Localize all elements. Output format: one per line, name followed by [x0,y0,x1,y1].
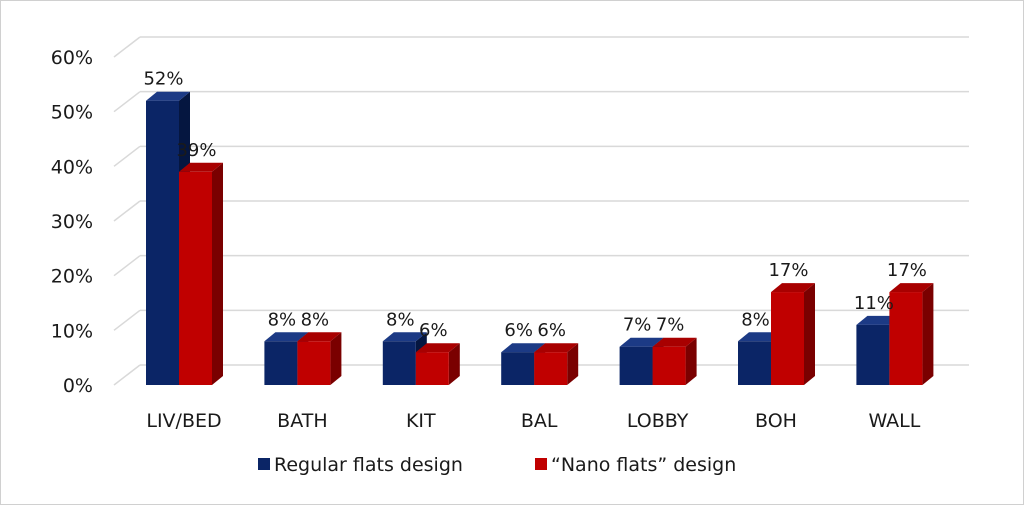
x-category-label: KIT [406,410,436,432]
gridline-depth [113,364,141,386]
gridline-depth [113,36,141,58]
data-labels: 52%39%8% 8% 8%6% 6% 6% 7% 7% 8%17%11%17% [143,69,926,341]
gridline-depth [113,200,141,222]
bar-side [685,337,697,385]
bar-front [889,292,923,385]
bar-front [264,341,298,385]
data-label: 11% [854,293,894,314]
bar-top [415,343,460,353]
bar-side [567,343,579,385]
bar-top [179,162,223,172]
bar-top [264,332,309,342]
legend: Regular flats design “Nano flats” design [258,454,736,476]
data-label: 8% [301,309,330,330]
bar [534,343,579,385]
legend-swatch [258,458,270,470]
data-label: 17% [768,260,808,281]
bar-front [856,324,890,385]
bar-front [619,346,653,385]
bar [415,343,460,385]
bar-front [771,292,804,385]
data-label: 8% [386,309,415,330]
data-label: 17% [887,260,927,281]
data-label: 8% [268,309,297,330]
x-category-label: WALL [868,410,920,432]
y-tick-label: 30% [51,211,93,233]
data-label: 7% [623,315,652,336]
bar [771,283,815,385]
gridline-depth [113,255,141,277]
bar-front [146,100,179,385]
gridline-depth [113,91,141,113]
bar-front [382,341,416,385]
bar-top [771,283,815,293]
bar-side [330,332,342,385]
bars [146,91,934,385]
bar-top [146,91,190,101]
bar-side [804,283,815,385]
y-tick-label: 40% [51,156,93,178]
bar [889,283,934,385]
bar-top [889,283,934,293]
legend-item: “Nano flats” design [535,454,736,476]
x-axis: LIV/BED BATH KIT BAL LOBBY BOH WALL [146,410,920,432]
bar-side [448,343,460,385]
y-tick-label: 60% [51,47,93,69]
data-label: 6% [419,320,448,341]
x-category-label: BATH [277,410,327,432]
bar-side [212,162,223,385]
bar-front [415,352,449,385]
bar [652,337,697,385]
legend-label: “Nano flats” design [551,454,736,476]
bar-front [297,341,331,385]
y-tick-label: 50% [51,102,93,124]
bar-front [534,352,568,385]
gridline-depth [113,145,141,167]
y-tick-label: 20% [51,266,93,288]
bar-front [738,341,771,385]
data-label: 6% [504,320,533,341]
y-tick-label: 10% [51,320,93,342]
bar-side [922,283,934,385]
x-category-label: BOH [755,410,797,432]
data-label: 8% [741,309,770,330]
bar-front [179,171,212,385]
legend-item: Regular flats design [258,454,463,476]
gridline-depth [113,309,141,331]
legend-swatch [535,458,547,470]
bar [179,162,223,385]
legend-label: Regular flats design [274,454,463,476]
bar [297,332,342,385]
bar-top [501,343,546,353]
x-category-label: LOBBY [627,410,689,432]
bar-front [652,346,686,385]
bar-top [619,337,664,347]
bar-front [501,352,535,385]
y-tick-label: 0% [63,375,93,397]
bar-top [534,343,579,353]
bar-top [297,332,342,342]
y-axis: 0% 10% 20% 30% 40% 50% 60% [51,47,93,397]
data-label: 6% [537,320,566,341]
data-label: 52% [143,69,183,90]
data-label: 7% [656,315,685,336]
data-label: 39% [176,140,216,161]
x-category-label: LIV/BED [146,410,221,432]
bar-top [652,337,697,347]
x-category-label: BAL [521,410,558,432]
bar-top [382,332,427,342]
